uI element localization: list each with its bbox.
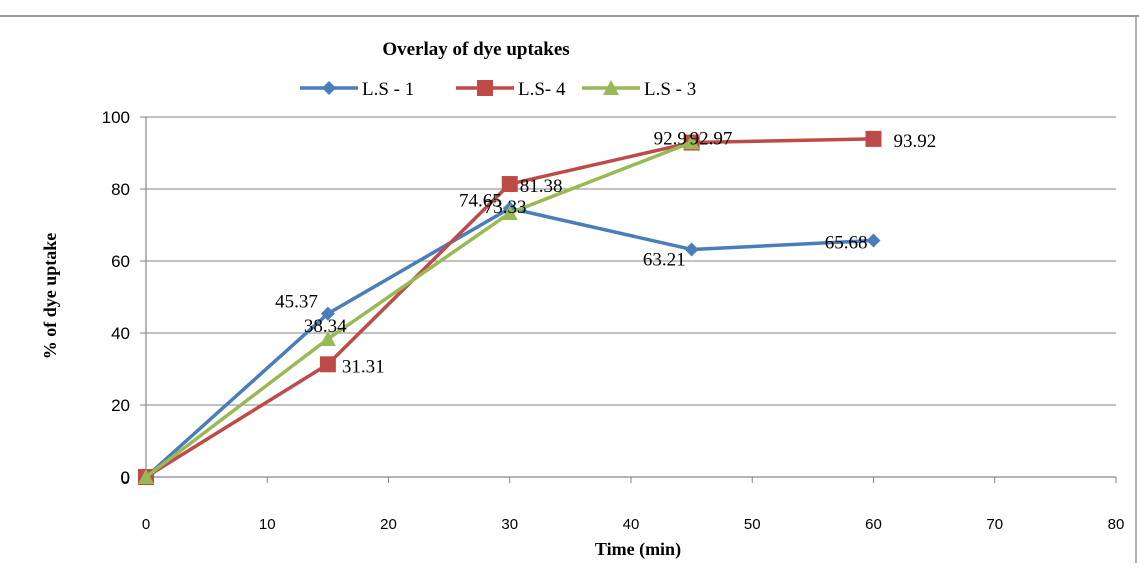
series-layer <box>138 130 882 485</box>
y-tick-labels: 0 20 40 60 80 100 <box>102 108 130 487</box>
x-tick-label: 40 <box>623 516 640 533</box>
data-label: 74.65 <box>459 190 502 211</box>
x-tick-label: 10 <box>259 516 276 533</box>
y-axis-title: % of dye uptake <box>40 233 60 360</box>
x-axis-title: Time (min) <box>595 539 681 560</box>
y-tick-label: 60 <box>111 252 130 271</box>
legend-item-1: L.S- 4 <box>456 79 566 100</box>
legend-label: L.S- 4 <box>518 79 566 100</box>
chart-title: Overlay of dye uptakes <box>382 39 569 60</box>
legend: L.S - 1 L.S- 4 L.S - 3 <box>300 79 696 100</box>
legend-square-marker <box>477 80 493 96</box>
data-labels: 45.37 74.65 63.21 65.68 31.31 81.38 92.9 93.92 3… <box>121 128 937 489</box>
triangle-marker <box>138 469 154 484</box>
data-label: 73.33 <box>484 197 527 218</box>
series-2 <box>138 134 700 484</box>
series-line <box>144 140 693 479</box>
legend-label: L.S - 1 <box>362 79 414 100</box>
legend-label: L.S - 3 <box>644 79 696 100</box>
data-label: 0 <box>121 468 131 489</box>
x-tick-labels: 0 10 20 30 40 50 60 70 80 <box>142 516 1125 533</box>
legend-diamond-marker <box>322 81 336 95</box>
x-tick-label: 30 <box>501 516 518 533</box>
x-tick-label: 80 <box>1108 516 1125 533</box>
diamond-marker <box>684 242 699 257</box>
square-marker <box>501 176 518 193</box>
x-tick-label: 70 <box>986 516 1003 533</box>
data-label: 31.31 <box>342 356 385 377</box>
triangle-marker <box>501 205 518 221</box>
triangle-marker <box>319 330 336 346</box>
y-tick-label: 40 <box>111 324 130 343</box>
x-tick-label: 60 <box>865 516 882 533</box>
square-marker <box>319 356 336 373</box>
y-tick-label: 80 <box>111 180 130 199</box>
data-label: 45.37 <box>275 292 318 313</box>
y-tick-label: 20 <box>111 396 130 415</box>
x-tick-label: 20 <box>380 516 397 533</box>
data-label: 92.9 <box>654 129 687 150</box>
x-tick-label: 0 <box>142 516 150 533</box>
data-label: 63.21 <box>643 249 686 270</box>
y-tick-label: 100 <box>102 108 130 127</box>
diamond-marker <box>866 233 881 248</box>
square-marker <box>865 130 882 147</box>
data-label: 92.97 <box>690 128 733 149</box>
legend-triangle-marker <box>603 80 619 95</box>
data-label: 81.38 <box>520 176 563 197</box>
diamond-marker <box>320 306 335 321</box>
triangle-marker <box>683 134 700 150</box>
x-tick-label: 50 <box>744 516 761 533</box>
data-label: 93.92 <box>894 131 937 152</box>
legend-item-0: L.S - 1 <box>300 79 414 100</box>
y-tick-label: 0 <box>121 468 130 487</box>
data-label: 38.34 <box>304 316 347 337</box>
axes <box>140 116 1117 483</box>
data-label: 65.68 <box>825 233 868 254</box>
legend-item-2: L.S - 3 <box>582 79 696 100</box>
